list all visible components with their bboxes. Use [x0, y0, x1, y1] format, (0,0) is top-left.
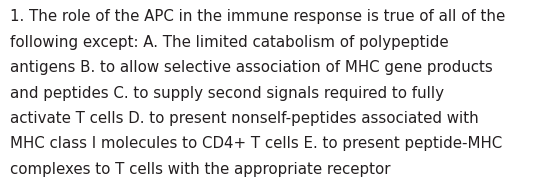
Text: complexes to T cells with the appropriate receptor: complexes to T cells with the appropriat… — [10, 162, 391, 177]
Text: activate T cells D. to present nonself-peptides associated with: activate T cells D. to present nonself-p… — [10, 111, 479, 126]
Text: MHC class I molecules to CD4+ T cells E. to present peptide-MHC: MHC class I molecules to CD4+ T cells E.… — [10, 136, 502, 151]
Text: following except: A. The limited catabolism of polypeptide: following except: A. The limited catabol… — [10, 35, 449, 50]
Text: and peptides C. to supply second signals required to fully: and peptides C. to supply second signals… — [10, 86, 444, 101]
Text: 1. The role of the APC in the immune response is true of all of the: 1. The role of the APC in the immune res… — [10, 9, 506, 24]
Text: antigens B. to allow selective association of MHC gene products: antigens B. to allow selective associati… — [10, 60, 493, 75]
